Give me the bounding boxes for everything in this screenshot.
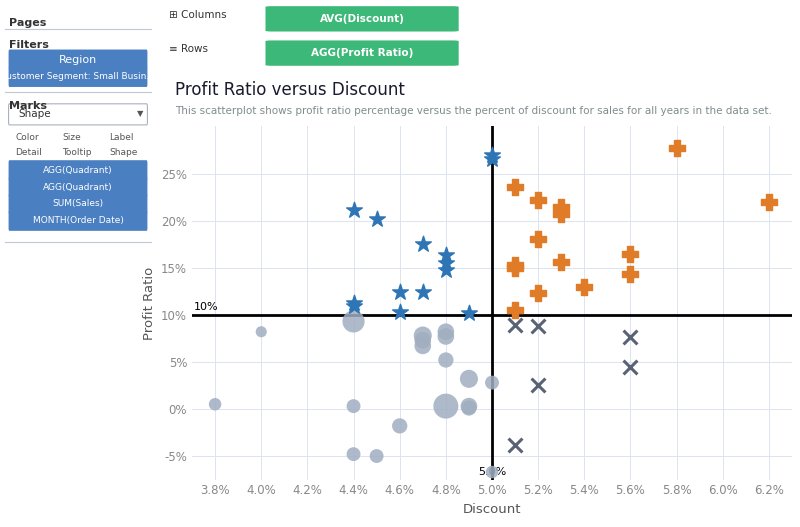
Point — [624, 363, 637, 371]
Point — [509, 182, 522, 191]
Point — [509, 261, 522, 269]
Point — [416, 288, 429, 296]
Point — [532, 289, 545, 297]
Point — [532, 235, 545, 243]
Text: SUM(Sales): SUM(Sales) — [53, 199, 103, 209]
Point — [462, 375, 475, 383]
Text: AGG(Quadrant): AGG(Quadrant) — [43, 165, 113, 175]
Point — [509, 321, 522, 329]
Point — [624, 270, 637, 279]
Point — [394, 308, 406, 316]
Text: AVG(Discount): AVG(Discount) — [320, 14, 405, 24]
Text: Label: Label — [109, 132, 134, 142]
Text: Shape: Shape — [18, 109, 51, 119]
Text: ≡ Rows: ≡ Rows — [169, 44, 208, 54]
Point — [509, 264, 522, 272]
Point — [439, 251, 452, 260]
Point — [394, 288, 406, 296]
X-axis label: Discount: Discount — [462, 503, 522, 516]
Point — [347, 302, 360, 310]
Point — [370, 452, 383, 460]
Point — [486, 378, 498, 387]
Text: AGG(Profit Ratio): AGG(Profit Ratio) — [311, 48, 414, 58]
FancyBboxPatch shape — [9, 50, 147, 70]
Point — [486, 468, 498, 476]
Text: Profit Ratio versus Discount: Profit Ratio versus Discount — [175, 81, 405, 99]
FancyBboxPatch shape — [9, 177, 147, 197]
Point — [347, 206, 360, 214]
Text: Marks: Marks — [10, 101, 47, 111]
FancyBboxPatch shape — [9, 160, 147, 180]
Point — [578, 282, 590, 291]
Point — [486, 155, 498, 164]
Point — [347, 317, 360, 326]
Point — [209, 400, 222, 408]
Text: 5.0%: 5.0% — [478, 467, 506, 477]
Point — [347, 450, 360, 458]
Point — [439, 402, 452, 411]
Text: Color: Color — [16, 132, 39, 142]
Point — [370, 214, 383, 223]
Point — [439, 259, 452, 267]
Text: This scatterplot shows profit ratio percentage versus the percent of discount fo: This scatterplot shows profit ratio perc… — [175, 106, 772, 116]
Point — [462, 309, 475, 317]
Point — [462, 404, 475, 412]
Y-axis label: Profit Ratio: Profit Ratio — [142, 267, 155, 339]
Point — [394, 422, 406, 430]
Text: Shape: Shape — [109, 148, 138, 158]
Point — [439, 356, 452, 364]
Point — [462, 402, 475, 411]
Point — [416, 240, 429, 248]
Point — [255, 327, 268, 336]
Text: 10%: 10% — [194, 302, 219, 312]
Point — [555, 202, 568, 211]
FancyBboxPatch shape — [266, 6, 458, 32]
Text: Pages: Pages — [10, 18, 46, 28]
Point — [762, 198, 775, 206]
FancyBboxPatch shape — [9, 211, 147, 231]
Text: Customer Segment: Small Busin...: Customer Segment: Small Busin... — [1, 72, 155, 82]
Point — [532, 196, 545, 204]
Point — [439, 332, 452, 340]
Text: AGG(Quadrant): AGG(Quadrant) — [43, 182, 113, 192]
Text: MONTH(Order Date): MONTH(Order Date) — [33, 216, 123, 226]
Point — [439, 327, 452, 336]
Text: Detail: Detail — [16, 148, 42, 158]
Point — [439, 266, 452, 274]
Text: Size: Size — [62, 132, 81, 142]
Point — [532, 381, 545, 389]
Point — [624, 249, 637, 258]
FancyBboxPatch shape — [9, 194, 147, 214]
Point — [509, 441, 522, 449]
Point — [347, 402, 360, 411]
Point — [509, 306, 522, 314]
FancyBboxPatch shape — [266, 41, 458, 66]
Point — [555, 258, 568, 266]
FancyBboxPatch shape — [9, 67, 147, 87]
Point — [670, 144, 683, 152]
Point — [416, 341, 429, 350]
Point — [486, 151, 498, 159]
Point — [347, 298, 360, 307]
Text: ▼: ▼ — [137, 109, 144, 119]
Point — [532, 322, 545, 330]
Point — [416, 331, 429, 340]
Text: Filters: Filters — [10, 40, 50, 50]
FancyBboxPatch shape — [9, 104, 147, 125]
Text: Region: Region — [59, 55, 97, 64]
Point — [416, 336, 429, 345]
Text: ⊞ Columns: ⊞ Columns — [169, 10, 226, 20]
Point — [555, 210, 568, 218]
Point — [624, 333, 637, 341]
Text: Tooltip: Tooltip — [62, 148, 92, 158]
